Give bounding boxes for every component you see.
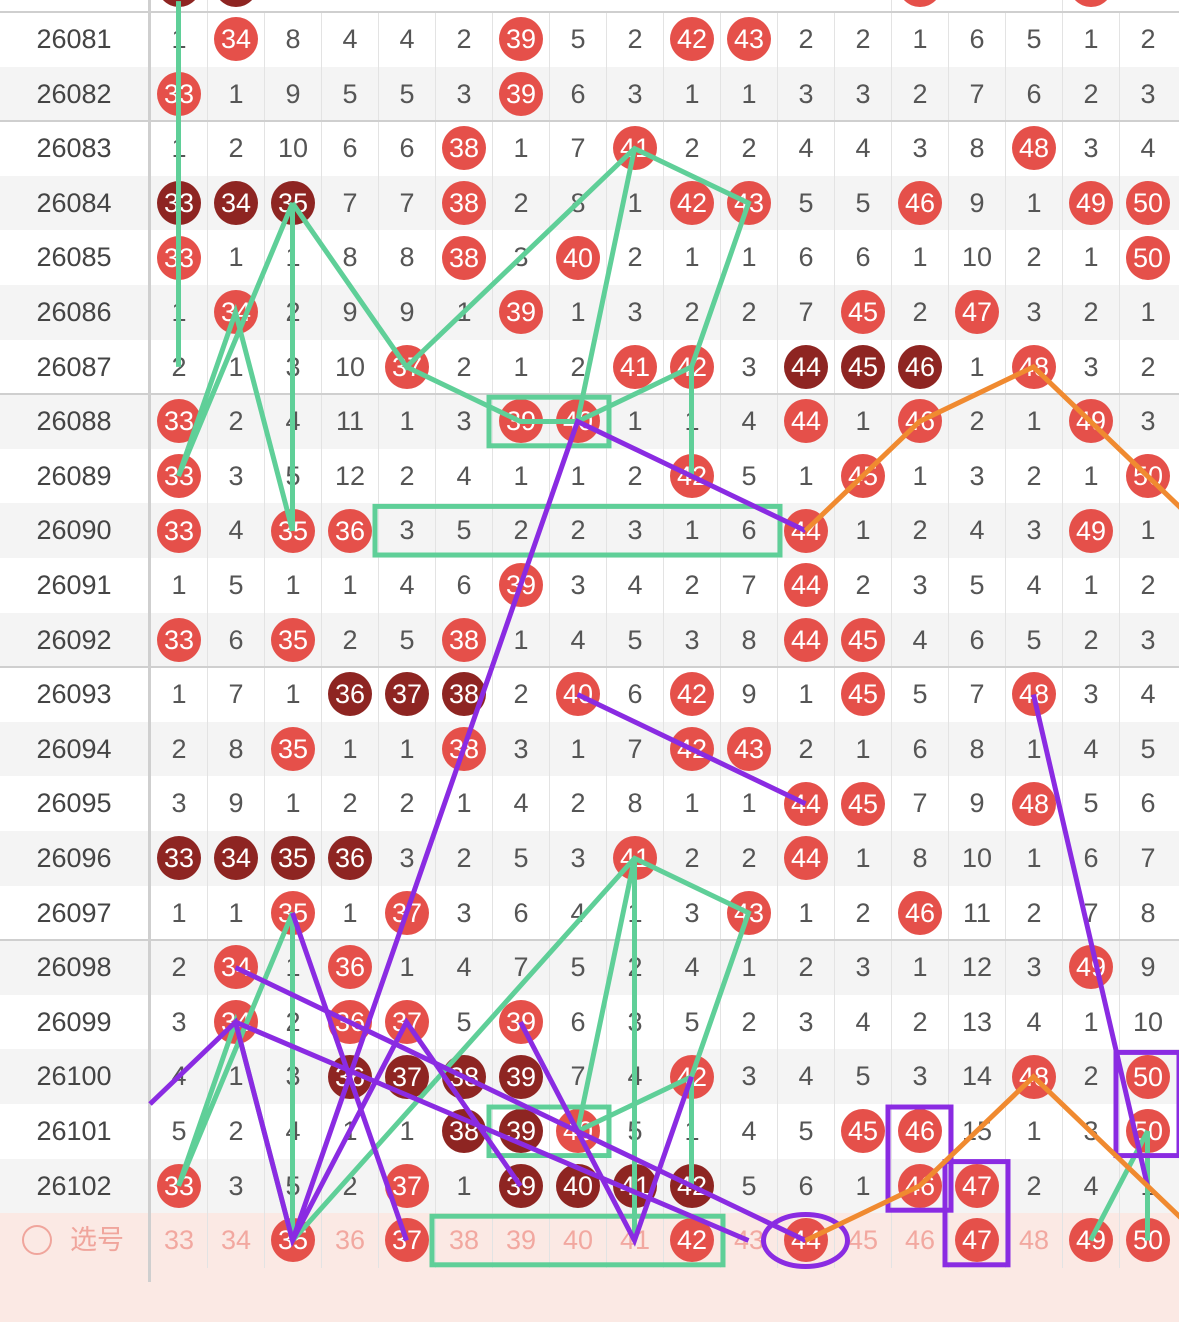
orange-trend-line [806, 367, 1179, 558]
orange-trend-line [806, 1077, 1179, 1268]
green-highlight-box [432, 1216, 723, 1265]
purple-highlight-box [945, 1162, 1008, 1265]
purple-trend-line [1034, 695, 1148, 1186]
green-trend-line [179, 913, 293, 1241]
green-highlight-box [489, 1107, 609, 1156]
green-trend-line [293, 149, 749, 477]
purple-trend-line [236, 968, 806, 1241]
green-highlight-box [375, 506, 780, 555]
green-trend-line [578, 149, 635, 422]
green-trend-line [179, 203, 293, 531]
trend-lines-overlay [0, 0, 1179, 1282]
green-trend-line [407, 367, 692, 422]
purple-trend-line [150, 1022, 521, 1240]
purple-trend-line [578, 695, 806, 804]
